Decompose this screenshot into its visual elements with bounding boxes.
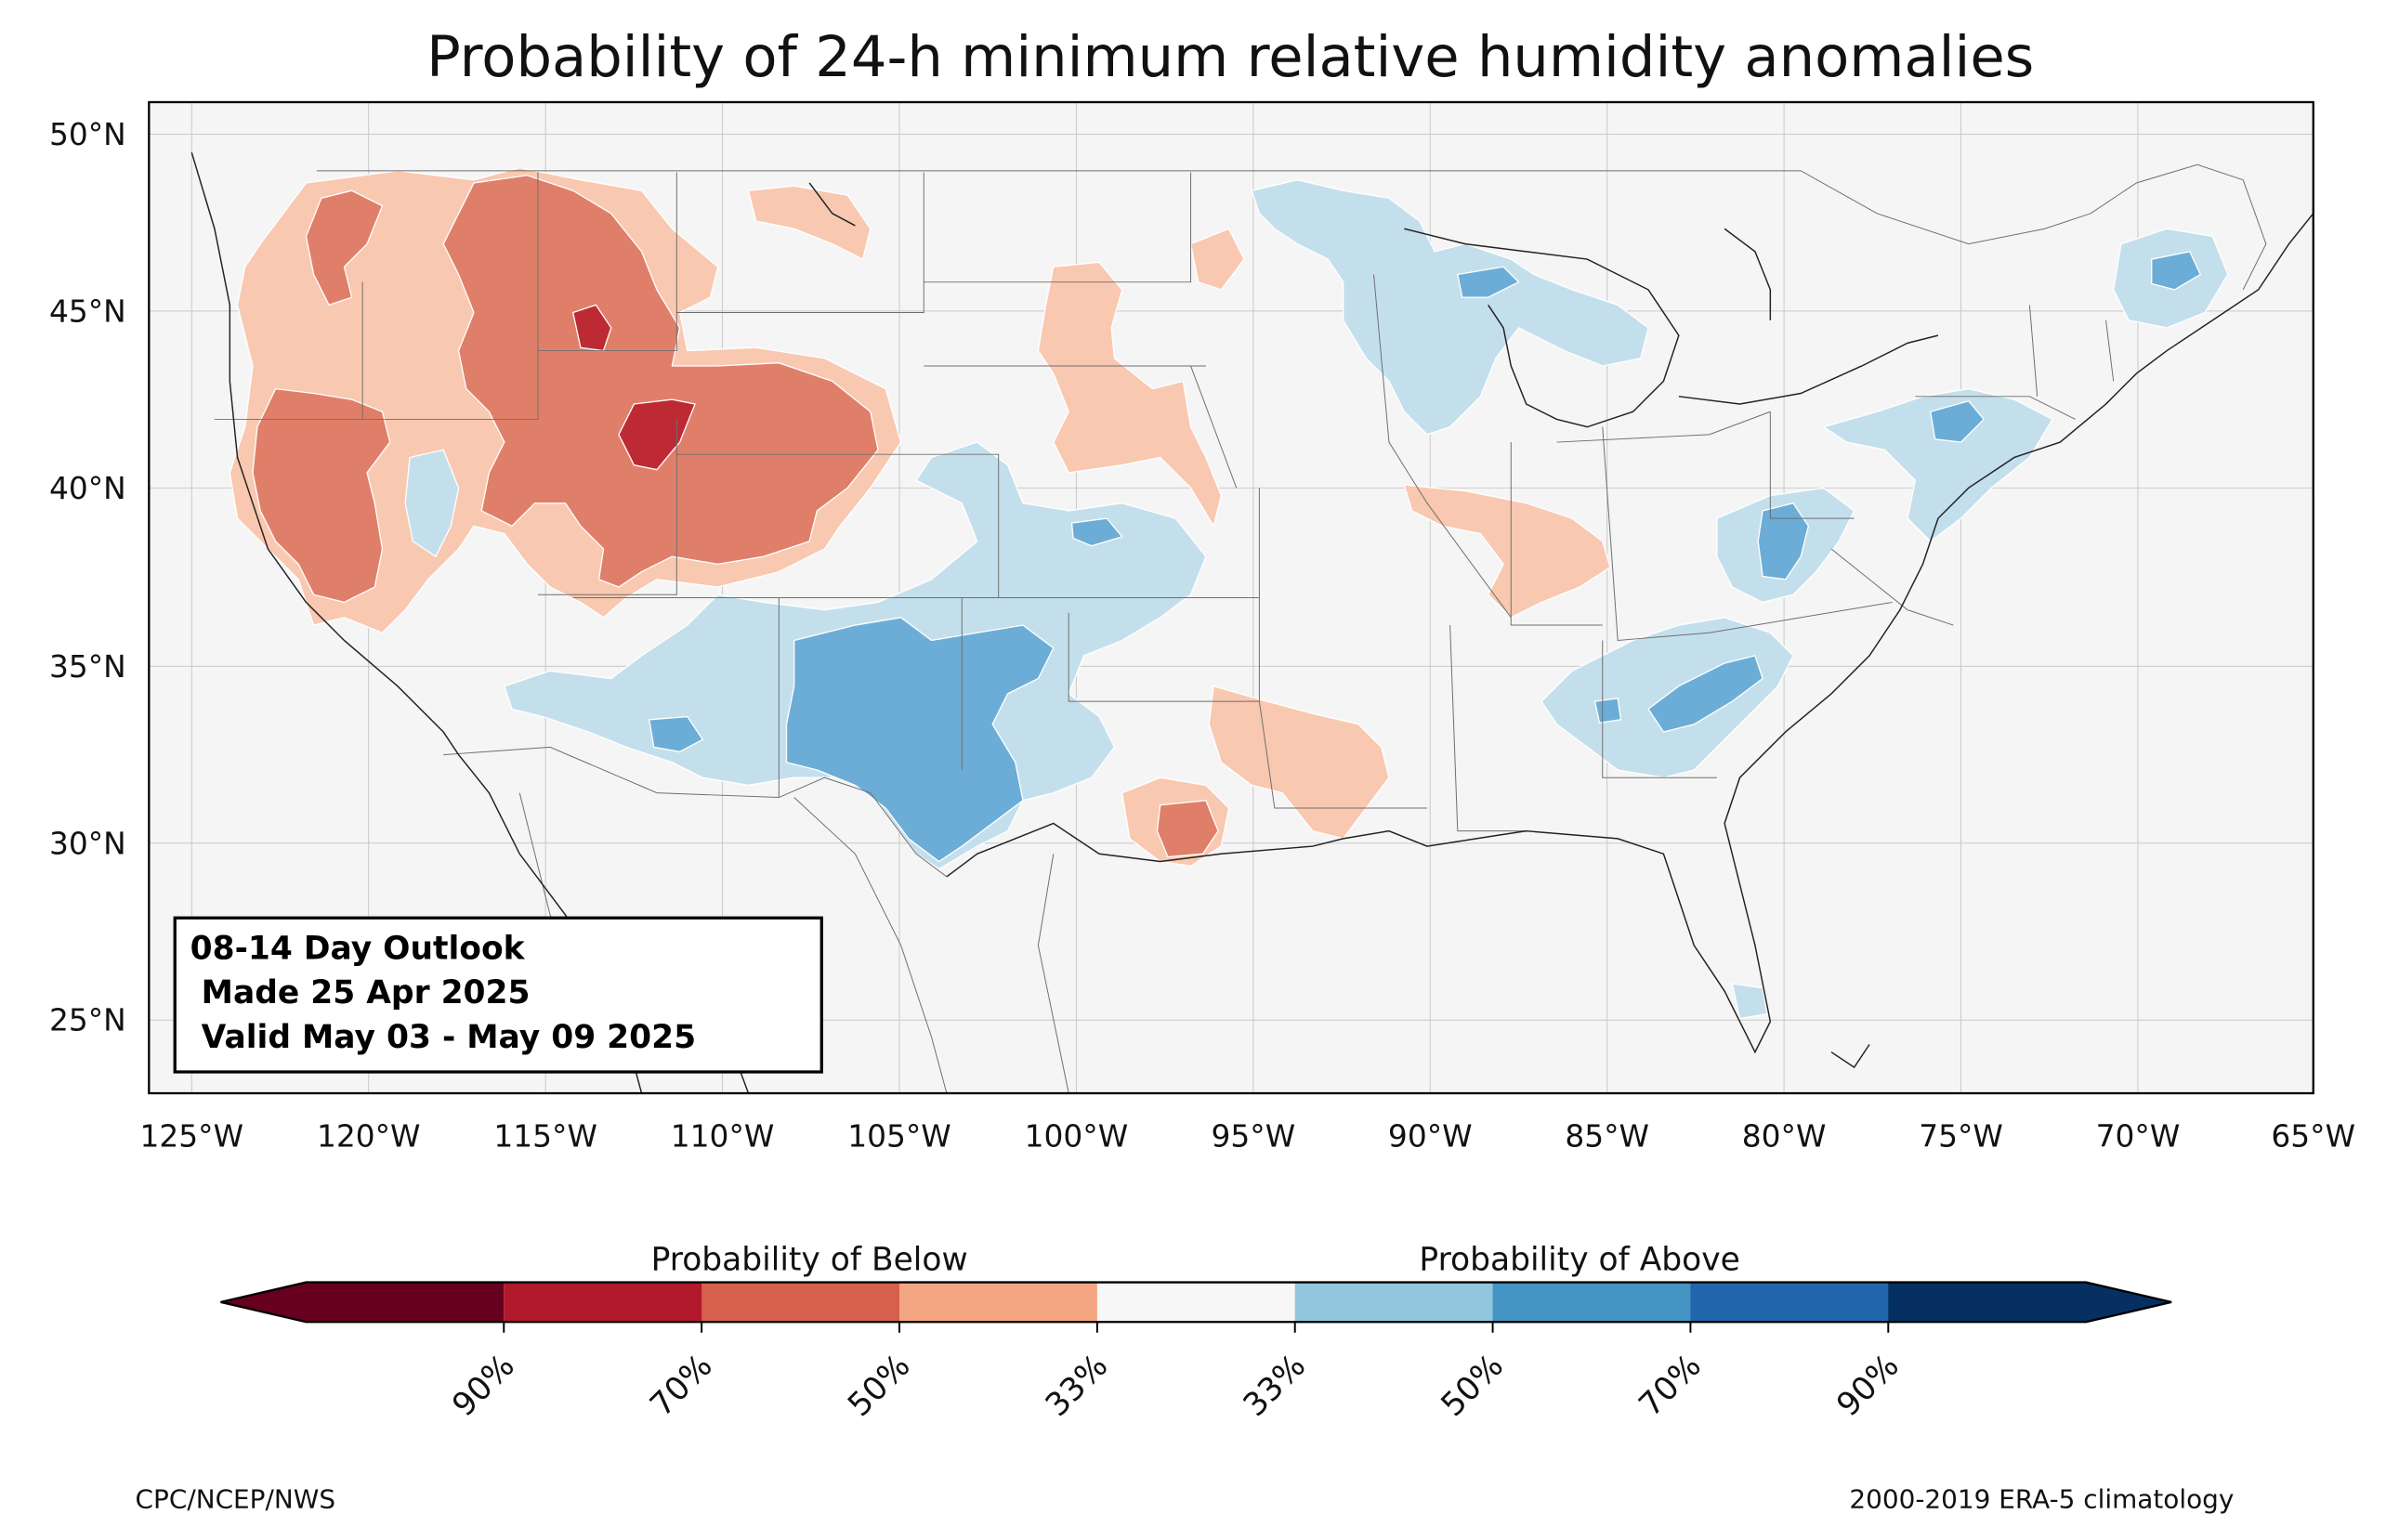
- below-normal-areas: [229, 166, 1611, 868]
- lon-tick-label: 95°W: [1212, 1118, 1296, 1154]
- colorbar-segment: [220, 1282, 505, 1323]
- footer-source: CPC/NCEP/NWS: [136, 1484, 336, 1515]
- above-50-area-kansas: [1070, 517, 1123, 547]
- below-50-area-oklahoma: [1156, 800, 1219, 858]
- above-50-area-carolinas: [1647, 655, 1763, 733]
- political-borders: [214, 163, 2267, 1094]
- lat-tick-label: 35°N: [49, 649, 126, 685]
- colorbar-segment: [504, 1282, 702, 1323]
- colorbar-segment: [1294, 1282, 1494, 1323]
- colorbar-outline: [220, 1281, 2172, 1324]
- above-33-area-great-lakes: [1251, 179, 1649, 436]
- above-50-area-new-mexico: [649, 715, 704, 752]
- above-50-area-georgia: [1593, 698, 1622, 724]
- outlook-box-frame: [173, 916, 823, 1074]
- colorbar-segments: [220, 1282, 2172, 1323]
- longitude-axis: 125°W 120°W 115°W 110°W 105°W 100°W 95°W…: [140, 1118, 2356, 1154]
- lon-tick-label: 85°W: [1565, 1118, 1649, 1154]
- colorbar-segment: [1888, 1282, 2172, 1323]
- below-50-area-great-basin: [442, 175, 879, 588]
- lat-tick-label: 40°N: [49, 471, 126, 506]
- below-33-area-ohio-valley: [1403, 484, 1611, 619]
- lon-tick-label: 100°W: [1025, 1118, 1129, 1154]
- below-50-area-idaho-oregon: [305, 189, 384, 307]
- chart-title: Probability of 24-h minimum relative hum…: [426, 25, 2034, 90]
- above-50-area-new-england: [1929, 399, 1986, 443]
- footer-climatology: 2000-2019 ERA-5 climatology: [1849, 1484, 2234, 1515]
- above-normal-areas: [404, 179, 2229, 1020]
- lon-tick-label: 65°W: [2271, 1118, 2355, 1154]
- lon-tick-label: 90°W: [1388, 1118, 1473, 1154]
- below-33-area-montana-east: [747, 185, 872, 261]
- above-50-area-wisconsin: [1457, 266, 1520, 298]
- lon-tick-label: 105°W: [847, 1118, 951, 1154]
- map-frame: [148, 100, 2314, 1095]
- lat-tick-label: 30°N: [49, 826, 126, 861]
- below-33-area-minnesota: [1189, 228, 1245, 291]
- below-33-area-dakotas: [1037, 261, 1223, 529]
- lat-tick-label: 50°N: [49, 117, 126, 152]
- lon-tick-label: 70°W: [2096, 1118, 2181, 1154]
- below-33-area-south-central: [1208, 685, 1390, 840]
- outlook-period: 08-14 Day Outlook: [190, 931, 526, 968]
- map-panel: [148, 100, 2314, 1095]
- above-33-area-nevada: [404, 449, 460, 558]
- colorbar-below-label: Probability of Below: [651, 1241, 968, 1278]
- above-50-area-west-virginia: [1757, 502, 1810, 581]
- below-70-area-utah-wyoming: [618, 398, 696, 471]
- outlook-made-date: Made 25 Apr 2025: [190, 974, 531, 1011]
- below-50-area-west-coast: [252, 387, 391, 604]
- above-33-area-northeast: [1822, 387, 2053, 542]
- colorbar-segment: [701, 1282, 900, 1323]
- lon-tick-label: 125°W: [140, 1118, 244, 1154]
- outlook-info-box: 08-14 Day Outlook Made 25 Apr 2025 Valid…: [173, 916, 823, 1074]
- outlook-valid-range: Valid May 03 - May 09 2025: [190, 1019, 696, 1056]
- lon-tick-label: 75°W: [1919, 1118, 2003, 1154]
- lat-tick-label: 45°N: [49, 294, 126, 329]
- latitude-axis: 50°N 45°N 40°N 35°N 30°N 25°N: [49, 117, 126, 1038]
- lon-tick-label: 110°W: [671, 1118, 775, 1154]
- lon-tick-label: 80°W: [1742, 1118, 1827, 1154]
- colorbar-segment: [1096, 1282, 1296, 1323]
- lon-tick-label: 120°W: [317, 1118, 421, 1154]
- above-50-area-maine-core: [2151, 251, 2202, 291]
- above-33-area-florida: [1731, 983, 1768, 1020]
- lon-tick-label: 115°W: [493, 1118, 597, 1154]
- colorbar-segment: [898, 1282, 1098, 1323]
- colorbar-above-label: Probability of Above: [1419, 1241, 1740, 1278]
- below-70-area-idaho: [571, 304, 612, 352]
- colorbar-segment: [1690, 1282, 1890, 1323]
- colorbar-segment: [1492, 1282, 1692, 1323]
- lat-tick-label: 25°N: [49, 1003, 126, 1038]
